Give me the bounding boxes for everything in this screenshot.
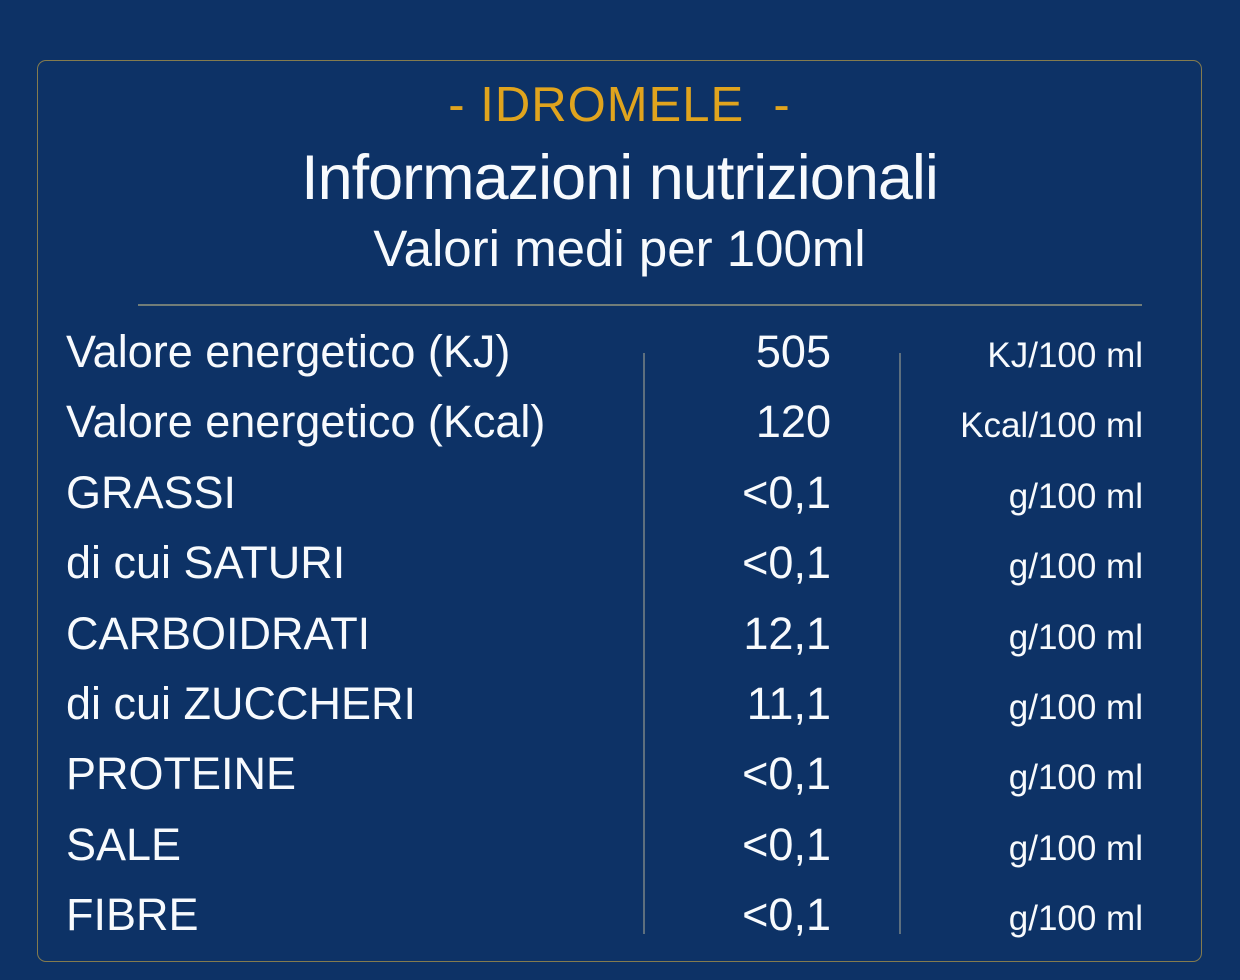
table-row: GRASSI <0,1 g/100 ml (38, 458, 1201, 528)
nutrient-unit: g/100 ml (1008, 899, 1143, 939)
nutrient-label: Valore energetico (KJ) (66, 326, 511, 377)
nutrient-value: <0,1 (742, 466, 831, 518)
table-row: CARBOIDRATI 12,1 g/100 ml (38, 599, 1201, 669)
nutrient-value: <0,1 (742, 889, 831, 941)
page-subtitle: Valori medi per 100ml (373, 220, 866, 277)
nutrient-value: 11,1 (746, 677, 831, 729)
nutrient-label: CARBOIDRATI (66, 607, 371, 659)
nutrient-label: SALE (66, 818, 182, 870)
nutrient-label: FIBRE (66, 889, 199, 941)
nutrient-label: Valore energetico (Kcal) (66, 396, 546, 448)
column-divider-left (643, 353, 645, 934)
nutrient-unit: g/100 ml (1008, 758, 1143, 798)
nutrient-value: <0,1 (742, 537, 831, 589)
nutrient-label: PROTEINE (66, 748, 297, 800)
product-name: - IDROMELE - (448, 78, 791, 132)
nutrient-value: 120 (755, 396, 831, 448)
label-frame: - IDROMELE - Informazioni nutrizionali V… (37, 60, 1202, 962)
page-title: Informazioni nutrizionali (301, 143, 939, 213)
nutrient-value: 12,1 (743, 607, 831, 659)
nutrition-table: Valore energetico (KJ) 505 KJ/100 ml Val… (38, 317, 1201, 951)
nutrient-unit: g/100 ml (1008, 828, 1143, 868)
nutrient-unit: g/100 ml (1008, 476, 1143, 516)
table-row: Valore energetico (Kcal) 120 Kcal/100 ml (38, 387, 1201, 457)
table-row: di cui SATURI <0,1 g/100 ml (38, 528, 1201, 598)
nutrient-label: di cui ZUCCHERI (66, 677, 417, 729)
nutrient-label: GRASSI (66, 466, 237, 518)
table-row: PROTEINE <0,1 g/100 ml (38, 739, 1201, 809)
nutrient-unit: g/100 ml (1008, 547, 1143, 587)
nutrient-unit: KJ/100 ml (987, 336, 1143, 375)
table-row: FIBRE <0,1 g/100 ml (38, 880, 1201, 950)
header-divider (138, 304, 1142, 306)
nutrient-label: di cui SATURI (66, 537, 346, 589)
nutrient-value: <0,1 (742, 748, 831, 800)
nutrient-value: <0,1 (742, 818, 831, 870)
nutrient-unit: g/100 ml (1008, 687, 1143, 727)
nutrient-unit: Kcal/100 ml (960, 406, 1143, 446)
table-row: Valore energetico (KJ) 505 KJ/100 ml (38, 317, 1201, 387)
table-row: di cui ZUCCHERI 11,1 g/100 ml (38, 669, 1201, 739)
nutrient-unit: g/100 ml (1008, 617, 1143, 657)
column-divider-right (899, 353, 901, 934)
table-row: SALE <0,1 g/100 ml (38, 810, 1201, 880)
nutrient-value: 505 (755, 326, 831, 377)
